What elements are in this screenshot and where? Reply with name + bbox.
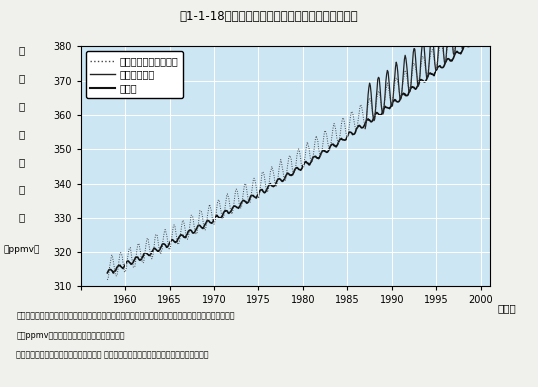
南極点: [322, 149, 328, 154]
綾里（日本）: [405, 81, 412, 86]
マウナロア（ハワイ）: [109, 255, 116, 259]
マウナロア（ハワイ）: [473, 9, 479, 14]
Legend: マウナロア（ハワイ）, 綾里（日本）, 南極点: マウナロア（ハワイ）, 綾里（日本）, 南極点: [86, 51, 183, 98]
マウナロア（ハワイ）: [321, 130, 328, 134]
南極点: [411, 85, 417, 90]
マウナロア（ハワイ）: [243, 187, 250, 191]
綾里（日本）: [441, 60, 448, 64]
南極点: [104, 271, 111, 275]
Text: 炭: 炭: [18, 129, 25, 139]
Line: マウナロア（ハワイ）: マウナロア（ハワイ）: [108, 11, 480, 280]
Text: 度: 度: [18, 212, 25, 223]
綾里（日本）: [430, 41, 436, 46]
マウナロア（ハワイ）: [477, 26, 483, 30]
Text: 化: 化: [18, 101, 25, 111]
南極点: [417, 77, 424, 82]
南極点: [109, 269, 116, 273]
マウナロア（ハワイ）: [280, 174, 287, 178]
マウナロア（ハワイ）: [410, 62, 416, 67]
綾里（日本）: [409, 60, 416, 64]
Text: （ppmv）: （ppmv）: [3, 245, 40, 254]
Text: 注）マウナロアと南極点のデータは，米国スクリプス海洋研究所及び米国気候監視診断研究所による。: 注）マウナロアと南極点のデータは，米国スクリプス海洋研究所及び米国気候監視診断研…: [16, 312, 235, 320]
Text: （年）: （年）: [498, 303, 516, 313]
Text: 濃: 濃: [18, 185, 25, 195]
綾里（日本）: [477, 29, 483, 34]
マウナロア（ハワイ）: [104, 277, 111, 282]
南極点: [477, 34, 483, 39]
南極点: [110, 271, 117, 275]
Line: 綾里（日本）: 綾里（日本）: [365, 0, 480, 128]
マウナロア（ハワイ）: [417, 73, 423, 77]
南極点: [244, 200, 251, 205]
Text: 酸: 酸: [18, 73, 25, 83]
Text: ppmvは体積比で百万分の一を意味する。: ppmvは体積比で百万分の一を意味する。: [16, 331, 125, 340]
綾里（日本）: [362, 126, 369, 131]
綾里（日本）: [391, 81, 397, 86]
Line: 南極点: 南極点: [108, 37, 480, 273]
Text: 素: 素: [18, 157, 25, 167]
南極点: [281, 177, 288, 182]
Text: 資料：「世界の代表的な観測点における 二酸化炭素の月平均濃度の変化」（気象庁提供）: 資料：「世界の代表的な観測点における 二酸化炭素の月平均濃度の変化」（気象庁提供…: [16, 350, 209, 359]
綾里（日本）: [455, 11, 461, 16]
Text: 二: 二: [18, 45, 25, 55]
Text: 第1-1-18図　大気中における二酸化炭素濃度の推移: 第1-1-18図 大気中における二酸化炭素濃度の推移: [180, 10, 358, 23]
